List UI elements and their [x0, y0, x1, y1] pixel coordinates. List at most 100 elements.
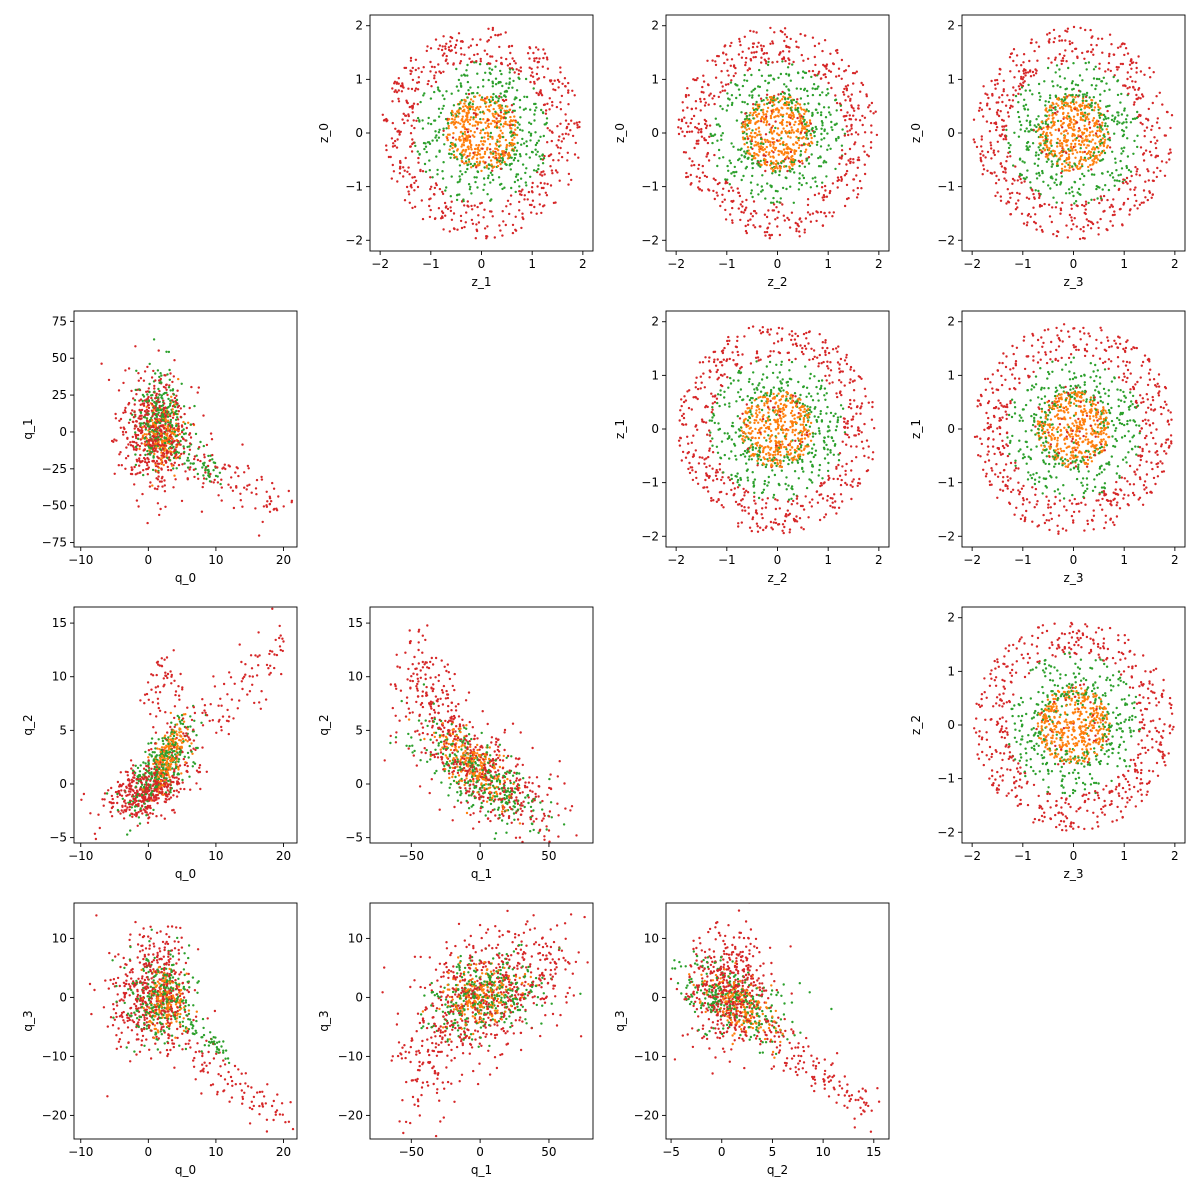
point-orange [1037, 128, 1041, 131]
point-red [725, 53, 728, 56]
point-red [854, 118, 858, 121]
point-red [690, 182, 693, 185]
point-red [1152, 71, 1155, 74]
point-orange [461, 109, 464, 113]
point-red [460, 226, 464, 230]
point-green [182, 432, 186, 436]
point-red [806, 57, 810, 60]
point-green [1104, 117, 1108, 120]
point-green [732, 145, 735, 148]
point-orange [471, 134, 474, 137]
point-red [481, 147, 484, 150]
point-red [130, 389, 133, 393]
point-green [167, 350, 171, 354]
point-red [683, 116, 686, 119]
point-green [1023, 108, 1027, 111]
point-orange [782, 127, 785, 130]
point-red [1137, 87, 1141, 90]
point-orange [788, 165, 791, 168]
point-orange [499, 114, 502, 118]
point-orange [750, 138, 753, 141]
point-orange [502, 125, 505, 128]
point-orange [470, 144, 473, 147]
point-green [164, 441, 167, 445]
point-red [410, 150, 414, 153]
point-green [416, 116, 420, 120]
point-red [404, 114, 407, 117]
point-green [817, 156, 820, 160]
point-red [508, 212, 511, 216]
point-red [124, 406, 127, 410]
point-red [555, 105, 559, 109]
point-red [768, 237, 771, 240]
point-green [1099, 99, 1102, 103]
point-red [1009, 52, 1013, 56]
point-red [1002, 90, 1005, 93]
point-green [497, 145, 501, 148]
point-orange [513, 136, 516, 139]
point-red [846, 130, 849, 133]
point-red [144, 440, 147, 443]
point-red [745, 56, 748, 60]
x-tick-label: 2 [875, 257, 883, 271]
point-red [1084, 203, 1088, 206]
point-green [731, 101, 734, 105]
point-red [1111, 213, 1115, 217]
point-red [695, 139, 699, 143]
point-red [763, 52, 766, 55]
point-red [753, 210, 757, 213]
point-red [470, 218, 474, 222]
point-orange [1060, 150, 1063, 154]
point-orange [758, 130, 761, 133]
point-orange [467, 134, 470, 137]
point-green [1017, 135, 1021, 138]
point-red [1056, 110, 1059, 113]
point-orange [1093, 106, 1097, 109]
point-red [1005, 202, 1008, 205]
point-green [750, 90, 753, 93]
point-red [765, 52, 769, 55]
point-red [140, 408, 144, 412]
point-red [822, 63, 825, 67]
point-green [726, 164, 729, 168]
point-red [1126, 87, 1129, 90]
point-red [545, 194, 549, 197]
point-red [1119, 62, 1123, 66]
point-red [550, 169, 554, 172]
point-orange [775, 107, 779, 110]
point-orange [782, 140, 785, 144]
point-green [1094, 102, 1097, 105]
point-red [508, 124, 511, 127]
point-red [795, 45, 798, 48]
point-red [1090, 221, 1094, 224]
point-red [477, 221, 481, 224]
point-green [165, 391, 168, 394]
point-red [1020, 63, 1023, 67]
point-green [1094, 87, 1097, 91]
point-red [696, 77, 699, 80]
point-red [135, 447, 138, 451]
point-orange [1067, 105, 1070, 108]
point-red [740, 56, 744, 59]
point-orange [502, 112, 506, 116]
point-red [523, 194, 526, 197]
point-red [771, 209, 774, 212]
point-red [986, 93, 989, 96]
point-green [469, 86, 472, 89]
point-orange [757, 142, 760, 145]
point-red [578, 120, 581, 124]
point-green [180, 382, 183, 385]
point-red [677, 126, 680, 129]
point-green [484, 71, 487, 75]
point-orange [787, 101, 791, 104]
x-tick-label: −2 [371, 257, 389, 271]
point-orange [794, 104, 797, 107]
point-red [501, 234, 504, 237]
point-green [501, 84, 504, 88]
point-orange [458, 139, 462, 142]
y-tick-label: −2 [937, 233, 955, 247]
point-orange [1041, 135, 1044, 139]
point-red [844, 119, 847, 122]
point-orange [461, 117, 464, 121]
point-green [469, 185, 472, 189]
